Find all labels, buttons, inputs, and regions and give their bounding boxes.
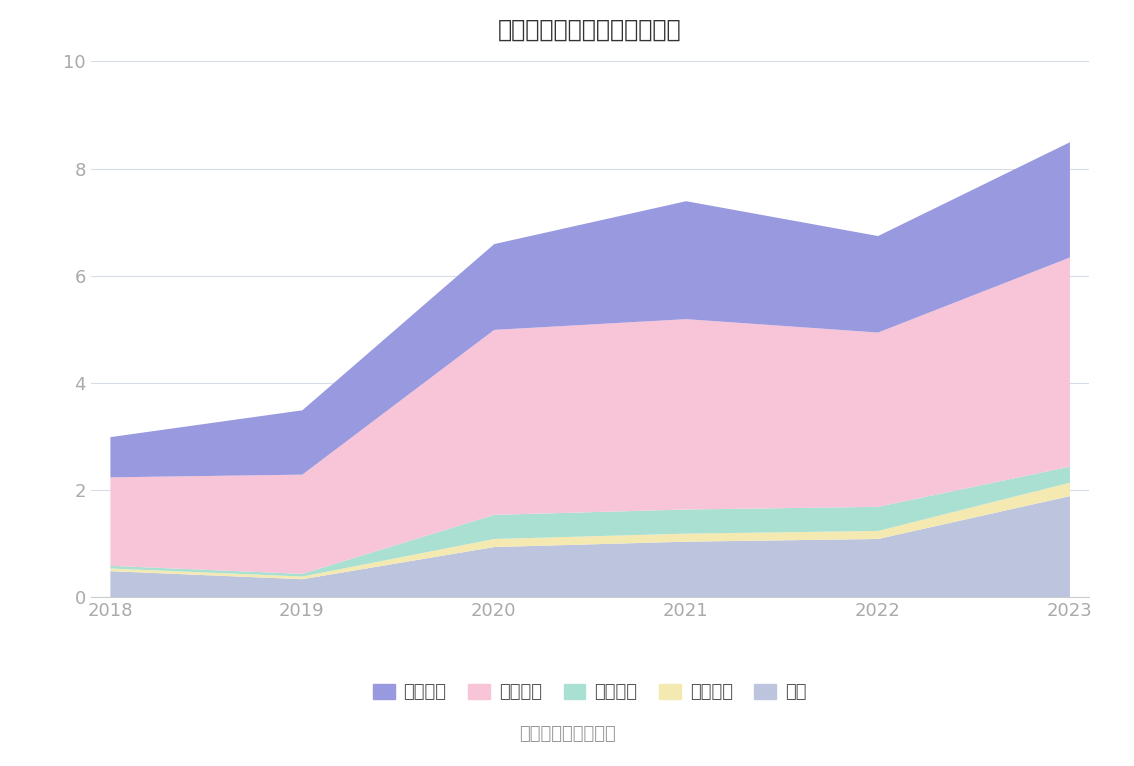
Text: 数据来源：恒生聚源: 数据来源：恒生聚源 [518, 725, 616, 743]
Legend: 短期借款, 应付账款, 合同负债, 租赁负债, 其它: 短期借款, 应付账款, 合同负债, 租赁负债, 其它 [365, 676, 814, 709]
Title: 历年主要负债堆积图（亿元）: 历年主要负债堆积图（亿元） [498, 18, 682, 41]
